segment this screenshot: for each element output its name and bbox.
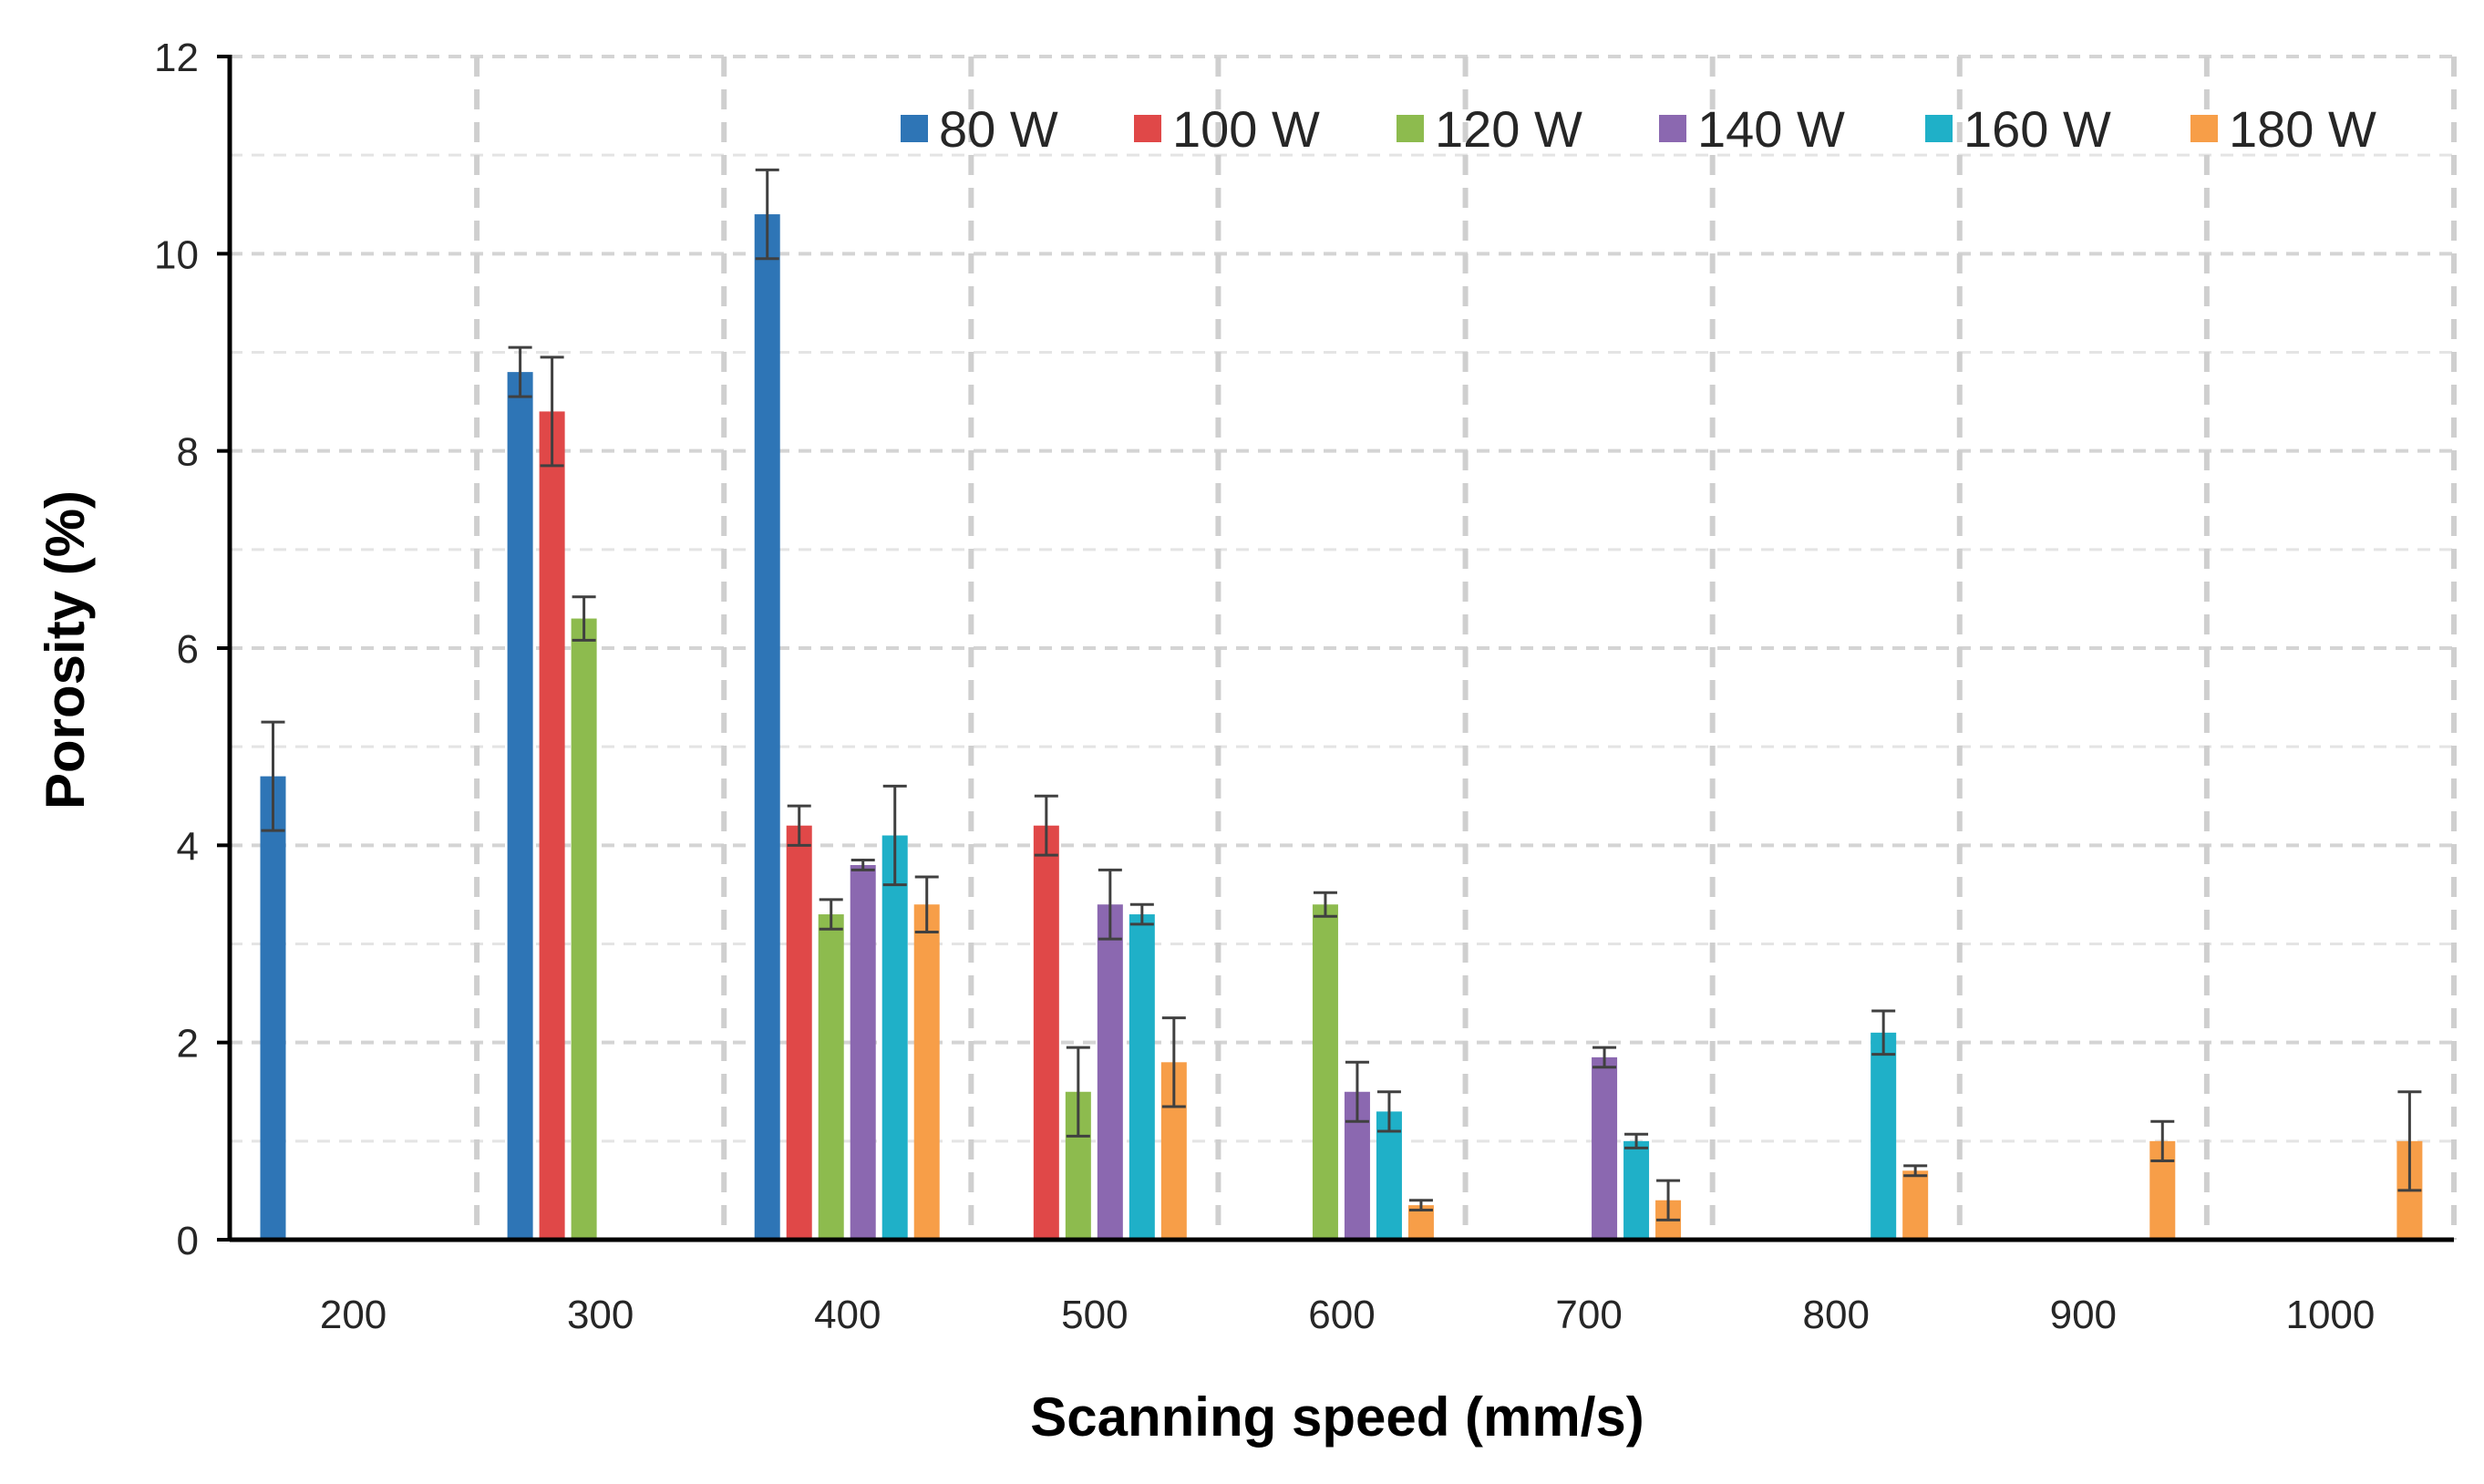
bar-160w-500 [1129,914,1155,1240]
legend-item: 180 W [2190,100,2376,158]
legend-item: 100 W [1134,100,1320,158]
bar-180w-400 [913,904,940,1240]
bar-120w-400 [818,914,844,1240]
legend-label: 180 W [2229,100,2376,158]
bar-80w-400 [754,214,780,1241]
legend-label: 100 W [1172,100,1320,158]
bar-80w-200 [260,776,286,1240]
y-axis-title: Porosity (%) [35,490,96,809]
legend-swatch [1134,115,1161,142]
bar-180w-800 [1902,1170,1929,1240]
bar-140w-700 [1592,1056,1618,1240]
x-tick-label: 200 [320,1293,387,1337]
bar-120w-600 [1312,904,1338,1240]
x-tick-label: 800 [1803,1293,1870,1337]
y-tick-label: 10 [154,232,199,277]
y-tick-label: 8 [177,430,199,475]
x-tick-label: 300 [567,1293,634,1337]
bar-80w-300 [507,372,533,1241]
bar-160w-700 [1623,1140,1650,1240]
bars-layer [260,168,2423,1241]
x-axis-title: Scanning speed (mm/s) [1030,1386,1644,1448]
legend-item: 80 W [901,100,1058,158]
bar-140w-500 [1097,904,1123,1240]
legend-swatch [1397,115,1424,142]
axes-layer [217,55,2454,1242]
x-tick-label: 1000 [2285,1293,2375,1337]
y-tick-label: 0 [177,1219,199,1263]
legend-item: 120 W [1397,100,1582,158]
grid-layer [230,55,2457,1240]
x-tick-label: 600 [1308,1293,1375,1337]
legend-label: 140 W [1697,100,1845,158]
bar-120w-300 [571,618,597,1240]
legend-swatch [1659,115,1686,142]
legend-label: 160 W [1963,100,2111,158]
y-tick-label: 6 [177,627,199,672]
legend-label: 80 W [939,100,1058,158]
y-tick-label: 2 [177,1022,199,1067]
y-tick-label: 4 [177,824,199,869]
bar-100w-500 [1033,825,1059,1240]
bar-160w-600 [1376,1111,1402,1240]
x-tick-label: 400 [814,1293,881,1337]
y-tick-label: 12 [154,36,199,80]
legend-swatch [2190,115,2218,142]
x-tick-label: 900 [2050,1293,2117,1337]
legend-item: 160 W [1925,100,2111,158]
legend-item: 140 W [1659,100,1845,158]
bar-100w-300 [539,411,565,1240]
bar-140w-400 [850,864,876,1240]
x-tick-label: 700 [1555,1293,1622,1337]
legend: 80 W 100 W 120 W 140 W 160 W 180 W [901,100,2376,158]
legend-swatch [1925,115,1953,142]
bar-160w-400 [881,835,908,1240]
x-tick-label: 500 [1061,1293,1128,1337]
ticks-layer: 0 2 4 6 8 10 12 200 300 400 500 600 700 800 900 1000 [154,36,2375,1337]
bar-160w-800 [1871,1032,1897,1240]
bar-100w-400 [786,825,812,1240]
legend-label: 120 W [1435,100,1582,158]
legend-swatch [901,115,928,142]
